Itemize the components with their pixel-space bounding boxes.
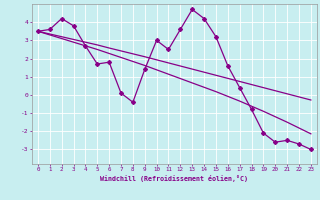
X-axis label: Windchill (Refroidissement éolien,°C): Windchill (Refroidissement éolien,°C) xyxy=(100,175,248,182)
